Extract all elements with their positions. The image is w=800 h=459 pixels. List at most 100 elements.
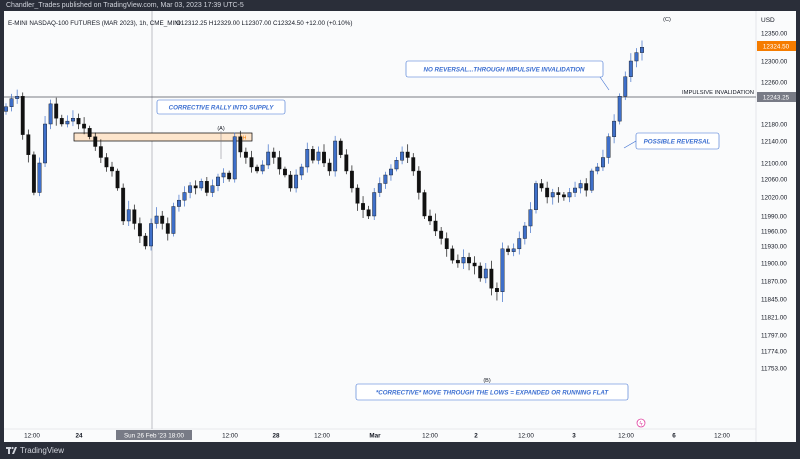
publish-header: Chandler_Trades published on TradingView…: [0, 0, 800, 11]
candle-body: [628, 60, 633, 77]
supply-zone-label: 1H: [240, 136, 247, 142]
candle-body: [411, 157, 416, 172]
symbol-title: E-MINI NASDAQ-100 FUTURES (MAR 2023), 1h…: [8, 20, 181, 27]
callout-corrective-rally[interactable]: CORRECTIVE RALLY INTO SUPPLY: [156, 99, 286, 115]
candle-body: [612, 120, 617, 137]
candle-body: [54, 103, 59, 119]
candle-body: [489, 268, 494, 289]
candles: [4, 40, 644, 302]
publish-info: Chandler_Trades published on TradingView…: [6, 2, 244, 9]
candle-body: [595, 166, 600, 172]
candle-body: [243, 151, 248, 158]
candle-body: [422, 192, 427, 217]
candle-body: [260, 164, 265, 172]
callout-possible-reversal[interactable]: POSSIBLE REVERSAL: [623, 132, 720, 150]
candle-body: [433, 220, 438, 232]
callout-corrective-move[interactable]: *CORRECTIVE* MOVE THROUGH THE LOWS = EXP…: [355, 383, 629, 401]
x-tick-label: 12:00: [422, 433, 438, 440]
candle-body: [450, 248, 455, 261]
last-price-tag: [757, 41, 796, 51]
x-tick-label: Mar: [369, 433, 381, 440]
callout-no-reversal-text: NO REVERSAL...THROUGH IMPULSIVE INVALIDA…: [424, 67, 586, 74]
y-tick-label: 11960.00: [761, 228, 787, 235]
candle-body: [216, 176, 220, 186]
candle-body: [9, 98, 14, 107]
candle-body: [377, 183, 382, 193]
y-tick-label: 12350.00: [761, 30, 788, 37]
candle-body: [204, 181, 209, 193]
candle-body: [277, 157, 282, 170]
candle-body: [439, 230, 444, 239]
candle-body: [344, 154, 349, 172]
lightning-icon: ϟ: [639, 422, 643, 428]
candle-body: [26, 134, 31, 155]
candle-body: [506, 248, 511, 252]
candle-body: [137, 223, 142, 237]
candle-body: [394, 160, 399, 170]
candle-body: [322, 151, 326, 164]
candle-body: [121, 187, 126, 222]
candle-body: [478, 265, 483, 279]
event-badge-icon[interactable]: [636, 418, 646, 428]
candle-body: [43, 123, 47, 164]
y-tick-label: 12060.00: [761, 176, 788, 183]
candle-body: [93, 136, 98, 147]
candle-body: [455, 259, 460, 264]
candle-body: [534, 183, 538, 210]
supply-zone: 1H: [73, 132, 253, 142]
candle-body: [444, 238, 449, 250]
y-tick-label: 11845.00: [761, 296, 787, 303]
ohlc-readout: O12312.25 H12329.00 L12307.00 C12324.50 …: [176, 20, 352, 27]
x-tick-label: 3: [572, 433, 576, 440]
candle-body: [65, 120, 70, 125]
callout-possible-reversal-text: POSSIBLE REVERSAL: [644, 139, 711, 146]
candle-body: [483, 268, 488, 279]
y-tick-label: 12020.00: [761, 194, 788, 201]
invalidation-text: IMPULSIVE INVALIDATION: [682, 90, 754, 96]
candle-body: [338, 140, 343, 155]
chart-area[interactable]: E-MINI NASDAQ-100 FUTURES (MAR 2023), 1h…: [4, 11, 796, 442]
x-tick-label: 12:00: [714, 433, 730, 440]
x-axis-labels: 12:00 24 Sun 26 Feb '23 18:00 12:00 28 12:00 M…: [24, 430, 730, 440]
candle-body: [154, 215, 159, 224]
candle-body: [20, 96, 25, 135]
candle-body: [511, 248, 516, 252]
candle-body: [76, 118, 81, 125]
x-tick-label: 2: [474, 433, 478, 440]
price-chart[interactable]: E-MINI NASDAQ-100 FUTURES (MAR 2023), 1h…: [4, 11, 796, 442]
candle-body: [522, 225, 527, 239]
y-axis-ticks: 12350.00 12300.00 12260.00 12180.00 12140.00…: [761, 30, 788, 372]
y-tick-label: 11870.00: [761, 278, 787, 285]
candle-body: [355, 187, 360, 204]
candle-body: [316, 151, 321, 161]
candle-body: [48, 103, 53, 125]
footer-brand: TradingView: [20, 446, 65, 455]
supply-zone-rect: [73, 132, 253, 142]
candle-body: [171, 206, 176, 234]
last-price-label: 12324.50: [763, 44, 790, 51]
candle-body: [165, 223, 170, 234]
callout-corrective-move-text: *CORRECTIVE* MOVE THROUGH THE LOWS = EXP…: [376, 390, 610, 397]
candle-body: [255, 166, 259, 172]
candle-body: [539, 183, 544, 189]
callout-no-reversal[interactable]: NO REVERSAL...THROUGH IMPULSIVE INVALIDA…: [405, 60, 610, 91]
candle-body: [606, 136, 611, 158]
candle-body: [188, 185, 193, 193]
candle-body: [327, 162, 332, 172]
candle-body: [578, 183, 583, 189]
tradingview-logo-icon: [6, 446, 17, 454]
candle-body: [87, 128, 92, 137]
candle-body: [149, 223, 153, 247]
candle-body: [210, 185, 215, 193]
x-tick-label: 28: [272, 433, 280, 440]
x-tick-label: 12:00: [24, 433, 40, 440]
invalidation-price-label: 12243.25: [763, 95, 790, 102]
candle-body: [601, 157, 605, 168]
y-tick-label: 11753.00: [761, 365, 787, 372]
x-tick-label: 12:00: [518, 433, 534, 440]
wave-label-b: (B): [483, 378, 491, 384]
candle-body: [232, 136, 237, 180]
x-tick-label: 6: [672, 433, 676, 440]
y-tick-label: 11797.00: [761, 332, 787, 339]
candle-body: [221, 172, 226, 178]
